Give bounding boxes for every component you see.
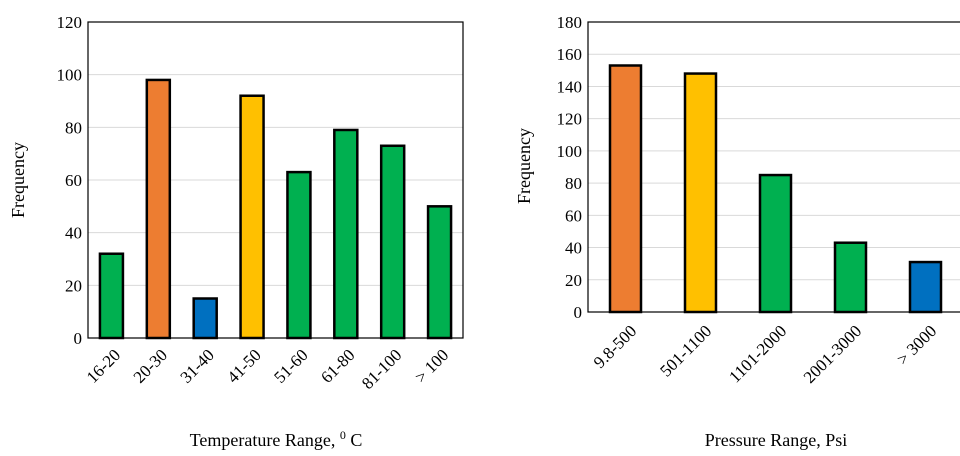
temperature-bar <box>145 78 172 340</box>
temperature-x-tick-label: 61-80 <box>317 345 358 386</box>
pressure-x-tick-label: > 3000 <box>893 321 940 368</box>
pressure-bar <box>908 260 943 314</box>
pressure-chart: 0 20 40 60 80 100 120 140 160 180 9.8-500 501-1100 1… <box>557 13 960 387</box>
pressure-y-tick-label: 140 <box>557 77 583 96</box>
pressure-y-tick-label: 80 <box>565 174 582 193</box>
temperature-x-axis-title-unit: C <box>350 430 362 450</box>
temperature-y-tick-label: 20 <box>65 276 82 295</box>
temperature-y-tick-label: 100 <box>57 66 83 85</box>
temperature-x-tick-label: > 100 <box>411 345 452 386</box>
temperature-y-tick-label: 40 <box>65 224 82 243</box>
pressure-y-tick-label: 180 <box>557 13 583 32</box>
temperature-chart: 0 20 40 60 80 100 120 16-20 20-30 31-40 41-50 51-60… <box>57 13 464 393</box>
temperature-bar <box>192 297 218 340</box>
temperature-x-tick-label: 81-100 <box>358 345 405 392</box>
pressure-x-tick-label: 9.8-500 <box>590 321 641 372</box>
temperature-y-tick-label: 80 <box>65 118 82 137</box>
pressure-y-axis-title: Frequency <box>514 128 534 204</box>
pressure-y-tick-label: 160 <box>557 45 583 64</box>
pressure-bar <box>833 241 868 314</box>
temperature-bar <box>239 94 265 340</box>
temperature-bar <box>333 128 359 340</box>
pressure-y-tick-label: 40 <box>565 239 582 258</box>
pressure-x-tick-label: 501-1100 <box>656 321 715 380</box>
temperature-x-axis-title: Temperature Range, 0 C <box>190 423 363 450</box>
temperature-bar <box>379 144 406 340</box>
temperature-bar <box>286 170 312 340</box>
temperature-bar <box>426 205 453 340</box>
pressure-bar <box>683 72 718 314</box>
temperature-y-tick-label: 0 <box>74 329 83 348</box>
pressure-y-tick-label: 20 <box>565 271 582 290</box>
temperature-x-tick-label: 41-50 <box>223 345 264 386</box>
pressure-y-tick-label: 100 <box>557 142 583 161</box>
temperature-plot-frame <box>87 21 464 339</box>
pressure-x-axis-title: Pressure Range, Psi <box>705 430 848 450</box>
temperature-x-tick-label: 51-60 <box>270 345 311 386</box>
pressure-y-tick-label: 120 <box>557 110 583 129</box>
temperature-y-tick-label: 120 <box>57 13 83 32</box>
pressure-x-tick-label: 1101-2000 <box>725 321 790 386</box>
pressure-y-tick-label: 60 <box>565 206 582 225</box>
pressure-y-tick-label: 0 <box>574 303 583 322</box>
temperature-x-axis-title-main: Temperature Range, <box>190 430 340 450</box>
pressure-bar <box>758 173 793 314</box>
temperature-bar <box>98 252 125 340</box>
temperature-y-axis-title: Frequency <box>8 142 28 218</box>
temperature-x-tick-label: 20-30 <box>130 345 171 386</box>
pressure-bar <box>608 64 643 314</box>
pressure-x-tick-label: 2001-3000 <box>800 321 866 387</box>
temperature-y-tick-label: 60 <box>65 171 82 190</box>
temperature-x-tick-label: 31-40 <box>177 345 218 386</box>
temperature-x-axis-title-superscript: 0 <box>340 428 346 442</box>
temperature-x-tick-label: 16-20 <box>83 345 124 386</box>
